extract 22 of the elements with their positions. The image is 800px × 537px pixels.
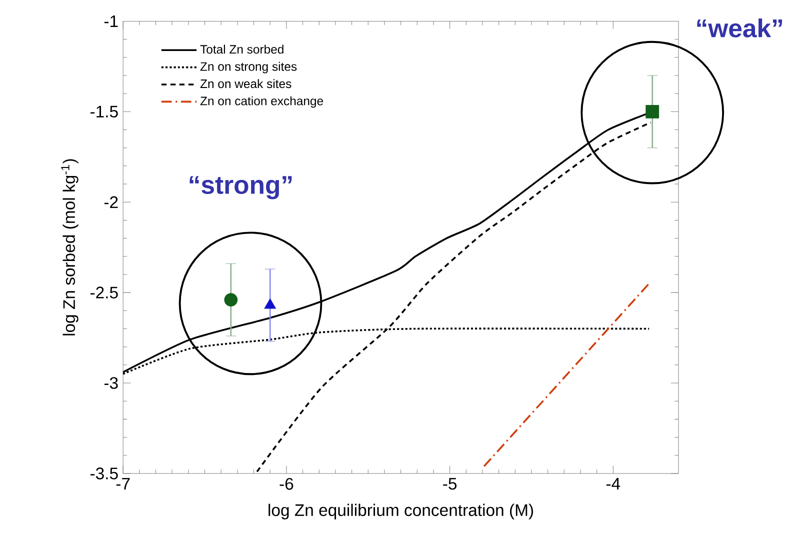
point (224, 293, 238, 306)
y-tick-label: -3.5 (90, 467, 118, 480)
y-tick-label: -1 (104, 15, 118, 27)
text: “weak” (697, 18, 782, 38)
x-tick-label: -7 (116, 478, 130, 490)
x-tick-label: -5 (443, 478, 457, 490)
point (264, 298, 276, 309)
point (646, 104, 660, 118)
legend-label: Zn on weak sites (200, 79, 292, 88)
y-tick-label: -2.5 (90, 286, 118, 298)
legend-label: Total Zn sorbed (200, 44, 284, 54)
point (580, 40, 724, 184)
legend-label: Zn on cation exchange (200, 96, 324, 108)
y-axis-title: log Zn sorbed (mol kg$^{-1}$) (61, 159, 78, 336)
y-tick-label: -3 (104, 377, 118, 389)
y-tick-label: -1.5 (90, 106, 118, 118)
y-tick-label: -2 (104, 196, 118, 208)
legend-label: Zn on strong sites (200, 62, 297, 74)
x-tick-label: -6 (280, 478, 294, 490)
x-axis-title: log Zn equilibrium concentration (M) (268, 504, 534, 520)
x-tick-label: -4 (606, 478, 620, 490)
annotation: “strong” (190, 176, 292, 200)
